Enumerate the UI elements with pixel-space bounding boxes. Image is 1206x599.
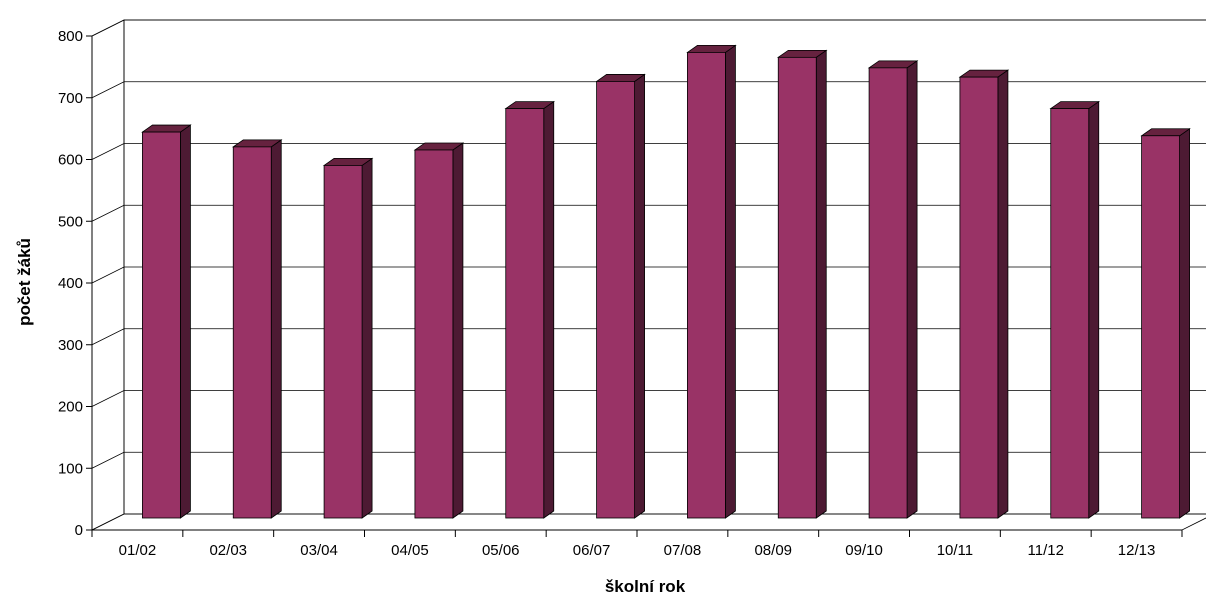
- bar: [504, 100, 556, 519]
- bar: [141, 124, 192, 519]
- gridlines: [91, 19, 1206, 469]
- x-tick-label: 06/07: [573, 542, 611, 559]
- y-tick-labels: 0 100 200 300 400 500 600 700 800: [58, 28, 83, 539]
- bar-side: [543, 100, 555, 519]
- bar-side: [452, 142, 464, 519]
- bar-front: [868, 67, 908, 519]
- x-tick-label: 01/02: [119, 542, 157, 559]
- bar: [776, 49, 828, 519]
- bar-front: [414, 149, 454, 519]
- x-axis-title: školní rok: [605, 577, 686, 596]
- bar-side: [815, 49, 827, 519]
- y-tick-label: 700: [58, 90, 83, 107]
- bar-side: [997, 69, 1009, 519]
- bar-side: [634, 73, 645, 519]
- bar-side: [725, 44, 736, 519]
- y-tick-label: 0: [75, 522, 83, 539]
- x-tick-labels: 01/02 02/03 03/04 04/05 05/06 06/07 07/08 08/09…: [119, 542, 1156, 559]
- x-tick-label: 09/10: [845, 542, 883, 559]
- x-tick-label: 03/04: [300, 542, 338, 559]
- bar-side: [270, 139, 282, 519]
- bar: [958, 69, 1010, 519]
- x-tick-label: 04/05: [391, 542, 429, 559]
- bar-side: [180, 124, 191, 519]
- gridline: [91, 266, 1206, 284]
- y-tick-label: 300: [58, 337, 83, 354]
- gridline: [91, 81, 1206, 99]
- bar-front: [959, 76, 999, 519]
- gridline: [91, 451, 1206, 469]
- bar-front: [777, 56, 817, 519]
- gridline: [91, 143, 1206, 160]
- bar-front: [323, 165, 363, 519]
- x-tick-label: 10/11: [937, 542, 973, 559]
- bar-side: [361, 157, 373, 519]
- x-tick-label: 12/13: [1118, 542, 1156, 559]
- bar: [231, 139, 283, 519]
- y-tick-label: 500: [58, 213, 83, 230]
- bar-front: [687, 52, 726, 519]
- x-tick-label: 08/09: [754, 542, 792, 559]
- bar-front: [1141, 135, 1180, 519]
- x-tick-label: 11/12: [1028, 542, 1064, 559]
- x-tick-label: 05/06: [482, 542, 520, 559]
- bar: [1049, 100, 1101, 519]
- y-tick-label: 800: [58, 28, 83, 45]
- bar: [322, 157, 374, 519]
- bar-front: [1050, 108, 1090, 519]
- x-tick-label: 07/08: [664, 542, 702, 559]
- y-tick-label: 600: [58, 152, 83, 169]
- bar-side: [906, 60, 918, 519]
- gridline: [91, 204, 1206, 222]
- bar: [595, 73, 646, 519]
- bar: [413, 142, 465, 519]
- gridline: [91, 390, 1206, 407]
- bar: [867, 60, 919, 519]
- bar-front: [505, 108, 545, 519]
- bar-side: [1088, 100, 1100, 519]
- bars: [141, 44, 1191, 519]
- axes: [86, 35, 1183, 537]
- bar-front: [232, 146, 272, 519]
- bar-front: [142, 131, 181, 519]
- bar: [1140, 127, 1191, 519]
- y-tick-label: 400: [58, 275, 83, 292]
- gridline: [91, 328, 1206, 346]
- x-tick-label: 02/03: [209, 542, 247, 559]
- y-axis-title: počet žáků: [15, 238, 34, 326]
- gridline: [91, 19, 1206, 37]
- y-tick-label: 100: [58, 460, 83, 477]
- bar-front: [596, 81, 635, 519]
- bar-side: [1179, 127, 1190, 519]
- bar: [686, 44, 737, 519]
- y-tick-label: 200: [58, 399, 83, 416]
